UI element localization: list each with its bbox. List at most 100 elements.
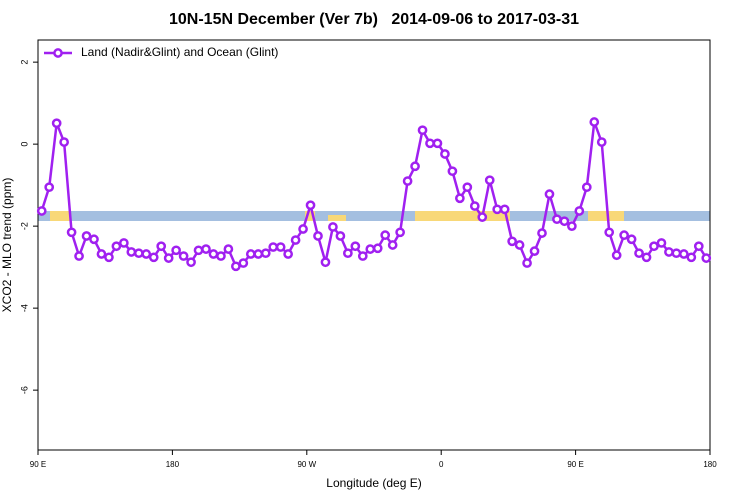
point xyxy=(81,231,92,241)
point xyxy=(126,247,137,257)
point xyxy=(507,236,517,247)
point xyxy=(514,240,525,250)
point xyxy=(462,182,473,193)
x-tick-label: 0 xyxy=(439,460,444,469)
point xyxy=(372,243,383,254)
point xyxy=(96,249,107,259)
point xyxy=(320,257,331,268)
y-tick-label: -4 xyxy=(19,304,29,312)
point xyxy=(335,231,346,241)
point xyxy=(671,248,682,259)
point xyxy=(492,204,503,215)
point xyxy=(425,138,435,149)
point xyxy=(410,161,420,172)
point xyxy=(604,227,615,238)
legend-marker xyxy=(53,48,63,58)
point xyxy=(432,138,443,149)
chart-title: 10N-15N December (Ver 7b) 2014-09-06 to … xyxy=(169,11,579,28)
land-ocean-strip xyxy=(38,211,710,221)
plot-frame xyxy=(37,39,711,451)
point xyxy=(656,238,667,248)
point xyxy=(455,193,465,204)
point xyxy=(245,249,256,259)
point xyxy=(89,234,99,245)
x-tick-label: 180 xyxy=(166,460,180,469)
point xyxy=(305,200,316,211)
point xyxy=(499,204,510,215)
point xyxy=(141,249,152,259)
point xyxy=(275,242,286,252)
point xyxy=(440,149,450,159)
point xyxy=(701,253,712,263)
point xyxy=(581,182,592,193)
y-tick-label: 2 xyxy=(19,60,29,65)
point xyxy=(156,241,167,252)
point xyxy=(111,241,122,252)
point xyxy=(36,206,47,216)
x-tick-label: 90 W xyxy=(297,460,316,469)
point xyxy=(343,248,353,259)
point xyxy=(469,201,480,211)
point xyxy=(679,249,689,259)
point xyxy=(178,251,189,261)
y-tick-label: 0 xyxy=(19,142,29,147)
point xyxy=(552,214,562,225)
point xyxy=(290,235,301,245)
point xyxy=(357,251,368,261)
point xyxy=(44,182,55,193)
point xyxy=(328,222,338,232)
point xyxy=(477,212,488,222)
point xyxy=(596,137,607,147)
point xyxy=(686,252,697,263)
x-tick-label: 90 E xyxy=(567,460,583,469)
point xyxy=(59,137,69,147)
point xyxy=(522,258,532,268)
point xyxy=(559,216,570,227)
point xyxy=(402,176,413,186)
y-tick-label: -2 xyxy=(19,222,29,230)
point xyxy=(104,252,114,263)
point xyxy=(611,250,622,261)
point xyxy=(208,249,219,259)
point xyxy=(148,252,159,263)
point xyxy=(223,244,234,254)
point xyxy=(238,258,249,268)
point xyxy=(253,249,264,259)
point xyxy=(484,175,495,186)
point xyxy=(649,241,659,252)
point xyxy=(693,241,704,252)
x-axis-label: Longitude (deg E) xyxy=(326,476,421,490)
point xyxy=(417,125,428,136)
point xyxy=(201,244,211,254)
series-line xyxy=(40,121,708,268)
point xyxy=(186,257,196,268)
y-axis-label: XCO2 - MLO trend (ppm) xyxy=(0,178,14,313)
y-tick-label: -6 xyxy=(19,386,29,394)
point xyxy=(387,240,398,250)
point xyxy=(537,228,547,238)
point xyxy=(163,253,174,263)
point xyxy=(589,117,600,127)
x-tick-label: 180 xyxy=(703,460,717,469)
point xyxy=(574,206,585,216)
point xyxy=(395,227,405,238)
point xyxy=(298,224,308,234)
point xyxy=(171,245,181,256)
point xyxy=(133,248,144,259)
point xyxy=(268,242,279,252)
legend-label: Land (Nadir&Glint) and Ocean (Glint) xyxy=(81,45,278,59)
point xyxy=(350,241,361,252)
point xyxy=(51,118,62,129)
point xyxy=(567,221,577,231)
point xyxy=(544,189,555,200)
point xyxy=(231,261,241,272)
point xyxy=(365,244,376,254)
x-tick-label: 90 E xyxy=(30,460,46,469)
point xyxy=(283,249,293,259)
point xyxy=(619,230,629,241)
point xyxy=(74,251,84,261)
point xyxy=(641,252,652,263)
point xyxy=(313,231,323,241)
point xyxy=(380,230,391,241)
